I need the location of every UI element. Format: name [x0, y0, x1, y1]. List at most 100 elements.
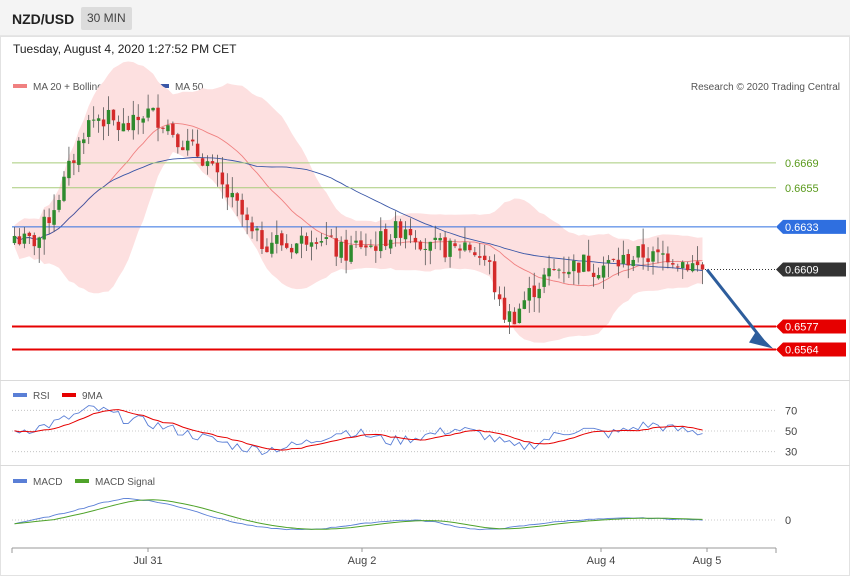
candle-body — [255, 228, 259, 231]
candle-body — [458, 248, 462, 251]
candle-body — [116, 121, 121, 131]
candle-body — [497, 294, 502, 300]
ma20-line — [14, 122, 703, 287]
candle-body — [616, 259, 621, 267]
candle-body — [240, 199, 244, 215]
legend-ma50: MA 50 — [175, 82, 204, 93]
candle-body — [299, 235, 304, 244]
candle-body — [210, 161, 215, 164]
macd-signal-line — [14, 499, 703, 530]
candle-body — [309, 242, 314, 247]
candle-body — [651, 251, 655, 262]
candle-body — [438, 238, 442, 241]
candle-body — [601, 265, 606, 278]
candle-body — [398, 221, 403, 238]
level-tag-0.6609 — [776, 262, 846, 277]
rsi-tick-30: 30 — [785, 447, 797, 459]
candle-body — [641, 244, 645, 258]
candle-body — [126, 122, 131, 130]
ma20-legend-icon — [13, 84, 27, 88]
rsi-ma-line — [14, 409, 703, 451]
candle-body — [235, 193, 239, 201]
candle-body — [62, 176, 66, 201]
legend-ma20: MA 20 + Bollinger Bands — [33, 82, 143, 93]
candle-body — [344, 239, 348, 261]
candle-body — [339, 242, 343, 258]
candle-body — [656, 249, 660, 253]
candle-body — [552, 269, 556, 271]
candle-body — [82, 139, 86, 144]
rsi-ma-legend-icon — [62, 393, 76, 397]
candle-body — [284, 243, 289, 248]
candle-body — [146, 108, 150, 118]
candle-body — [96, 118, 101, 121]
candle-body — [487, 260, 492, 262]
candle-body — [364, 245, 368, 248]
candle-body — [265, 246, 269, 253]
candle-body — [666, 253, 670, 263]
candle-body — [200, 158, 205, 166]
candle-body — [418, 241, 423, 250]
x-tick-label: Aug 2 — [348, 555, 377, 567]
candle-body — [448, 240, 452, 257]
candle-body — [22, 233, 27, 244]
candle-body — [428, 241, 433, 251]
macd-line — [14, 498, 703, 531]
candle-body — [453, 243, 457, 247]
candle-body — [181, 147, 185, 151]
timeframe-button[interactable]: 30 MIN — [81, 7, 132, 30]
candle-body — [542, 274, 546, 287]
level-label-0.6669: 0.6669 — [785, 158, 819, 170]
candle-body — [621, 254, 626, 264]
candle-body — [359, 240, 363, 248]
rsi-legend-icon — [13, 393, 27, 397]
candle-body — [141, 118, 145, 123]
candle-body — [606, 259, 611, 264]
candle-body — [596, 275, 601, 279]
candle-body — [161, 127, 165, 129]
candle-body — [690, 263, 695, 272]
level-label-0.6655: 0.6655 — [785, 183, 819, 195]
candle-body — [463, 242, 467, 251]
candle-body — [319, 241, 324, 243]
candle-body — [334, 238, 338, 257]
candle-body — [86, 120, 91, 137]
candle-body — [32, 235, 37, 247]
candle-body — [329, 235, 334, 237]
candle-body — [324, 237, 329, 239]
candle-body — [171, 123, 175, 135]
candle-body — [502, 297, 507, 320]
candle-body — [379, 231, 383, 252]
candle-body — [294, 243, 299, 254]
forecast-arrow-shaft — [705, 268, 765, 342]
legend-macd-signal: MACD Signal — [95, 477, 155, 488]
candle-body — [577, 262, 581, 273]
candle-body — [646, 258, 650, 262]
candle-body — [680, 262, 685, 269]
candle-body — [230, 192, 235, 198]
candle-body — [250, 222, 254, 232]
candle-body — [185, 140, 190, 151]
candle-body — [37, 237, 41, 248]
candle-body — [220, 172, 225, 185]
macd-legend-icon — [13, 479, 27, 483]
level-label-0.6564: 0.6564 — [785, 345, 819, 357]
rsi-tick-50: 50 — [785, 426, 797, 438]
candle-body — [527, 288, 532, 301]
candle-body — [591, 272, 596, 277]
candle-body — [57, 200, 61, 210]
candle-body — [289, 247, 294, 253]
level-tag-0.6633 — [776, 219, 846, 234]
candle-body — [245, 214, 249, 221]
x-tick-label: Jul 31 — [133, 555, 162, 567]
macd-signal-legend-icon — [75, 479, 89, 483]
candle-body — [205, 161, 210, 167]
level-tag-0.6564 — [776, 342, 846, 357]
x-tick-label: Aug 5 — [693, 555, 722, 567]
candle-body — [151, 107, 155, 111]
candle-body — [557, 269, 561, 271]
rsi-line — [14, 405, 703, 456]
candle-body — [369, 245, 373, 247]
candle-body — [42, 216, 46, 240]
